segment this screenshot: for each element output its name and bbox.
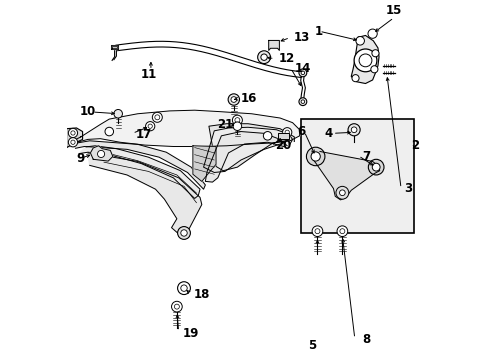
Circle shape: [114, 109, 122, 118]
Polygon shape: [88, 153, 202, 235]
Polygon shape: [66, 128, 82, 148]
Circle shape: [230, 97, 236, 102]
Circle shape: [301, 71, 304, 75]
Polygon shape: [205, 131, 286, 182]
Circle shape: [298, 69, 306, 77]
Circle shape: [155, 115, 160, 120]
Circle shape: [232, 115, 242, 125]
Circle shape: [306, 147, 324, 166]
Circle shape: [228, 94, 239, 105]
Text: 16: 16: [241, 92, 257, 105]
Circle shape: [355, 36, 364, 45]
Polygon shape: [79, 146, 200, 198]
Polygon shape: [350, 36, 378, 84]
Text: 21: 21: [216, 118, 233, 131]
Circle shape: [298, 98, 306, 105]
Circle shape: [68, 129, 78, 138]
Circle shape: [285, 130, 289, 134]
Circle shape: [335, 186, 348, 199]
Text: 3: 3: [404, 182, 412, 195]
Text: 18: 18: [194, 288, 210, 301]
Polygon shape: [311, 152, 379, 200]
Polygon shape: [192, 146, 216, 181]
Text: 1: 1: [314, 26, 322, 39]
Circle shape: [71, 140, 75, 144]
Text: 10: 10: [80, 105, 96, 118]
Circle shape: [233, 122, 241, 130]
Polygon shape: [111, 45, 118, 49]
Polygon shape: [72, 110, 299, 147]
Circle shape: [310, 152, 320, 161]
Text: 20: 20: [274, 139, 290, 152]
Circle shape: [234, 118, 240, 123]
Polygon shape: [66, 128, 79, 147]
Text: 6: 6: [297, 125, 305, 138]
Text: 13: 13: [293, 31, 309, 44]
Circle shape: [367, 29, 376, 38]
Circle shape: [263, 131, 271, 140]
Circle shape: [177, 226, 190, 239]
Polygon shape: [203, 127, 292, 172]
Circle shape: [347, 124, 360, 136]
Circle shape: [181, 285, 187, 291]
Circle shape: [339, 190, 345, 195]
Circle shape: [301, 100, 304, 103]
Circle shape: [350, 127, 356, 132]
Circle shape: [371, 163, 379, 171]
Text: 2: 2: [410, 139, 418, 152]
Circle shape: [97, 150, 104, 158]
Text: 5: 5: [307, 338, 316, 352]
Polygon shape: [208, 124, 294, 171]
Circle shape: [336, 226, 347, 237]
Polygon shape: [112, 46, 117, 48]
Circle shape: [282, 128, 291, 137]
Circle shape: [367, 159, 383, 175]
Circle shape: [145, 122, 155, 131]
Circle shape: [314, 229, 319, 234]
Polygon shape: [75, 141, 205, 189]
Circle shape: [152, 112, 162, 122]
Text: 11: 11: [140, 68, 156, 81]
Circle shape: [358, 54, 371, 67]
Text: 9: 9: [76, 152, 84, 165]
Circle shape: [339, 229, 344, 234]
Circle shape: [351, 75, 358, 82]
Circle shape: [260, 54, 267, 60]
Circle shape: [177, 282, 190, 294]
Text: 14: 14: [294, 62, 310, 75]
Circle shape: [311, 226, 322, 237]
Circle shape: [257, 51, 270, 64]
Text: 19: 19: [182, 327, 198, 340]
Text: 12: 12: [278, 52, 294, 65]
Circle shape: [181, 230, 187, 236]
Text: 15: 15: [385, 4, 401, 17]
Polygon shape: [90, 146, 113, 161]
Circle shape: [174, 304, 179, 309]
Text: 4: 4: [324, 127, 332, 140]
Bar: [300, 119, 413, 233]
Circle shape: [105, 127, 113, 136]
Circle shape: [370, 66, 377, 73]
Polygon shape: [278, 133, 288, 139]
Text: 17: 17: [136, 127, 152, 140]
Circle shape: [171, 301, 182, 312]
Polygon shape: [268, 40, 279, 50]
Circle shape: [371, 50, 378, 57]
Circle shape: [148, 124, 152, 129]
Circle shape: [71, 131, 75, 135]
Circle shape: [68, 138, 78, 147]
Circle shape: [353, 49, 376, 72]
Text: 8: 8: [361, 333, 369, 346]
Text: 7: 7: [361, 150, 369, 163]
